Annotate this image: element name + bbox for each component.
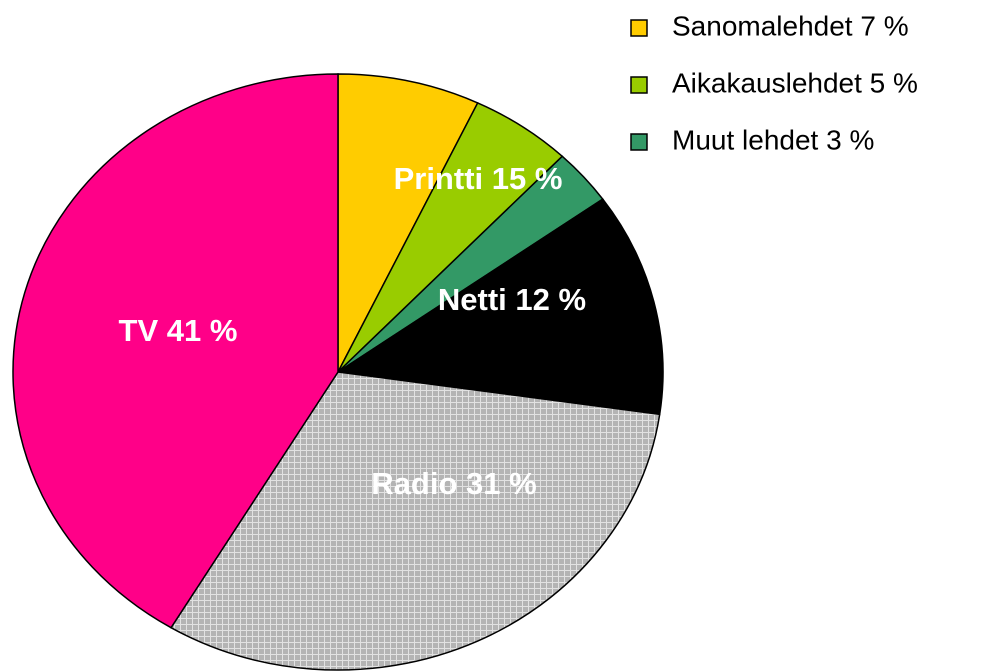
pie-slice [335, 198, 664, 416]
slice-label: Netti 12 % [438, 282, 586, 317]
group-label: Printti 15 % [394, 161, 563, 196]
legend-swatch [630, 133, 648, 151]
legend-label: Muut lehdet 3 % [672, 124, 874, 155]
legend-label: Sanomalehdet 7 % [672, 10, 909, 41]
pie-slice [169, 371, 661, 671]
legend-label: Aikakauslehdet 5 % [672, 67, 918, 98]
slice-label: Radio 31 % [371, 466, 536, 501]
pie-slice [12, 73, 339, 629]
slice-label: TV 41 % [119, 313, 238, 348]
pie-slice [337, 73, 479, 373]
legend-swatch [630, 76, 648, 94]
legend-swatch [630, 19, 648, 37]
